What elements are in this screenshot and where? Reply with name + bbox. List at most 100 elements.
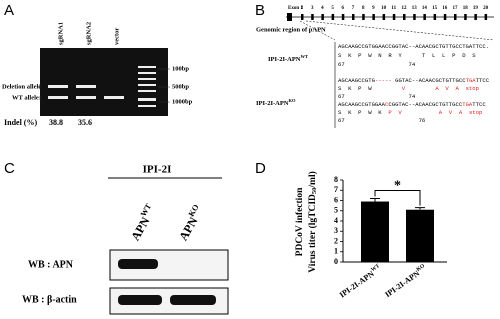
sequence-row: S K P W K P V A V A stop [338, 109, 482, 116]
exon [392, 14, 396, 20]
allele-label: Deletion allele [2, 83, 41, 90]
panel-label: B [255, 2, 265, 19]
sequence-segment: ----- [375, 77, 392, 84]
sequence-segment: A V A stop [439, 109, 483, 116]
significance-mark: * [394, 179, 401, 194]
exon-label: Exon 1 [288, 6, 303, 11]
marker-ticks [158, 68, 170, 103]
sequence-segment: TTCC [472, 101, 486, 108]
y-tick-label: 1 [334, 247, 338, 256]
bar [406, 209, 434, 262]
y-tick-label: 5 [334, 206, 338, 215]
exon-number: 13 [412, 6, 418, 11]
lane-label: vector [113, 28, 120, 45]
y-axis-label: Virus titer (lgTCID50/ml) [307, 171, 318, 273]
y-tick-label: 3 [334, 226, 338, 235]
exon-number: 18 [463, 6, 469, 11]
x-tick-label: IPI-2I-APNKO [383, 263, 429, 299]
blot-label: WB : β-actin [22, 294, 77, 305]
sequences: AGCAAGCCGTGGAACCGGTAC--ACAACGCTGTTGCCTGA… [338, 43, 490, 124]
error-bar [370, 197, 380, 202]
exon-number: 10 [381, 6, 387, 11]
lane-label: APNKO [174, 203, 206, 243]
sequence-segment: S K P W [338, 85, 402, 92]
exon-number: 4 [321, 6, 324, 11]
indel-value: 35.6 [78, 118, 92, 127]
indel-value: 38.8 [49, 118, 63, 127]
sequence-segment: TGA [462, 101, 473, 108]
sequence-segment: 67 76 [338, 117, 425, 124]
exon [403, 14, 406, 20]
y-tick-label: 4 [334, 216, 338, 225]
exon [372, 14, 375, 20]
marker-label: 500bp [172, 83, 189, 90]
exon-number: 9 [372, 6, 375, 11]
sequence-segment: S K P W N R Y T L L P D S [338, 52, 476, 59]
x-tick-label: IPI-2I-APNWT [337, 263, 383, 299]
exon-number: 15 [432, 6, 438, 11]
panel-label: D [255, 160, 266, 177]
marker-label: 1000bp [172, 98, 193, 105]
exon [301, 14, 304, 20]
marker-label: 100bp [172, 65, 189, 72]
sequence-row: 67 74 [338, 61, 416, 68]
sequence-segment: AGCAAGCCGTG [338, 77, 376, 84]
exon [464, 14, 467, 20]
exon [287, 13, 292, 21]
panel-label: C [4, 160, 15, 177]
exon-number: 2 [301, 6, 304, 11]
y-tick-label: 7 [334, 185, 338, 194]
exon [311, 14, 314, 20]
exon [362, 14, 365, 20]
sequence-segment: V [402, 85, 406, 92]
panel-label: A [4, 2, 14, 19]
sequence-segment: TGA [466, 77, 477, 84]
sequence-segment: AGCAAGCCGTGGAA [338, 101, 386, 108]
category-superscript: KO [416, 263, 427, 273]
exon-number: 17 [453, 6, 459, 11]
exon [331, 14, 335, 20]
error-bar [415, 207, 425, 210]
sequence-row: 67 76 [338, 117, 425, 124]
exon-number: 20 [483, 6, 489, 11]
sequence-segment: CGGTAC--ACAACGCTGTTGCC [388, 101, 462, 108]
blot-label: WB : APN [28, 259, 74, 270]
sequence-row: S K P W N R Y T L L P D S [338, 52, 476, 59]
sequence-segment: 67 74 [338, 61, 416, 68]
exon-number: 3 [311, 6, 314, 11]
exon-number: 14 [422, 6, 428, 11]
sequence-row: AGCAAGCCGTG----- GGTAC--ACAACGCTGTTGCCTG… [338, 77, 490, 84]
exon-number: 8 [362, 6, 365, 11]
exon [443, 14, 447, 20]
y-tick-label: 6 [334, 195, 338, 204]
sequence-segment: TTCC [476, 77, 490, 84]
exon [352, 14, 355, 20]
allele-label: WT allele [12, 94, 39, 101]
exon-number: 11 [391, 6, 396, 11]
sequence-row: AGCAAGCCGTGGAACCGGTAC--ACAACGCTGTTGCCTGA… [338, 101, 486, 108]
blot-band [118, 259, 158, 269]
category-name: IPI-2I-APN [383, 269, 421, 299]
sequence-row: AGCAAGCCGTGGAACCGGTAC--ACAACGCTGTTGCCTGA… [338, 43, 489, 50]
sequence-segment: S K P W K [338, 109, 388, 116]
lane-label: sgRNA1 [57, 22, 64, 45]
exons: 2 3 4 5 6 7 8 9 10 11 12 13 14 15 16 17 18 19 20 [287, 6, 489, 21]
exon [413, 14, 416, 20]
sequence-segment [402, 109, 439, 116]
exon-number: 16 [442, 6, 448, 11]
sequence-segment: C [385, 101, 389, 108]
exon [474, 14, 477, 20]
sequence-row: S K P W V A V A stop [338, 85, 479, 92]
sequence-segment: P V [388, 109, 402, 116]
region-title: Genomic region of pAPN [256, 26, 326, 33]
genotype-label: IPI-2I-APNKO [256, 98, 296, 107]
sequence-segment: GGTAC--ACAACGCTGTTGCC [392, 77, 466, 84]
sequence-segment [405, 85, 435, 92]
gel-bands [48, 66, 156, 107]
lane-label: APNWT [126, 201, 159, 242]
indel-label: Indel (%) [4, 118, 37, 127]
exon [382, 14, 386, 20]
bar [361, 201, 389, 262]
blot-band [170, 295, 216, 305]
